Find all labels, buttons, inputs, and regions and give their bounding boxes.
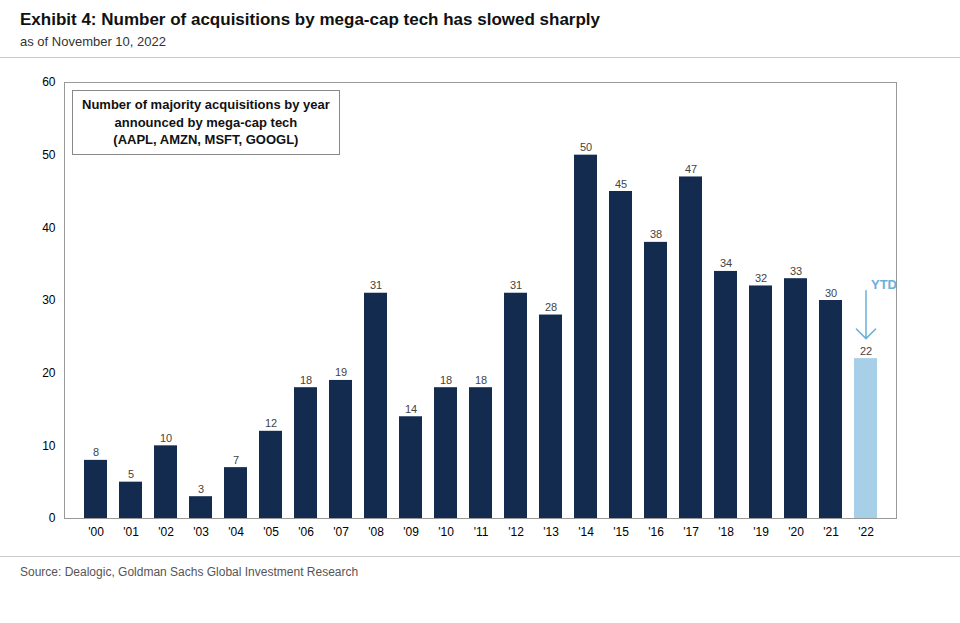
html-text:Exhibit 4: Number of acquisiti: Exhibit 4: Number of acquisitions by meg… xyxy=(20,10,600,29)
svg-text:14: 14 xyxy=(405,403,417,415)
svg-text:31: 31 xyxy=(370,279,382,291)
svg-text:50: 50 xyxy=(42,148,56,162)
svg-text:'17: '17 xyxy=(683,525,699,539)
html-text:Source: Dealogic, Goldman Sach: Source: Dealogic, Goldman Sachs Global I… xyxy=(20,565,359,579)
svg-text:10: 10 xyxy=(160,432,172,444)
svg-text:'09: '09 xyxy=(403,525,419,539)
svg-text:50: 50 xyxy=(580,141,592,153)
svg-text:'05: '05 xyxy=(263,525,279,539)
svg-text:33: 33 xyxy=(790,265,802,277)
svg-text:'13: '13 xyxy=(543,525,559,539)
svg-text:8: 8 xyxy=(93,446,99,458)
svg-text:45: 45 xyxy=(615,178,627,190)
svg-text:18: 18 xyxy=(300,374,312,386)
svg-text:20: 20 xyxy=(42,366,56,380)
svg-text:60: 60 xyxy=(42,75,56,89)
svg-text:34: 34 xyxy=(720,257,732,269)
svg-text:'00: '00 xyxy=(88,525,104,539)
svg-text:31: 31 xyxy=(510,279,522,291)
svg-text:YTD: YTD xyxy=(871,277,897,292)
svg-text:18: 18 xyxy=(475,374,487,386)
svg-text:18: 18 xyxy=(440,374,452,386)
svg-text:'18: '18 xyxy=(718,525,734,539)
svg-text:'04: '04 xyxy=(228,525,244,539)
svg-text:19: 19 xyxy=(335,366,347,378)
html-text:Number of majority acquisition: Number of majority acquisitions by year … xyxy=(82,97,330,148)
svg-text:'01: '01 xyxy=(123,525,139,539)
svg-text:3: 3 xyxy=(198,483,204,495)
svg-text:28: 28 xyxy=(545,301,557,313)
svg-text:40: 40 xyxy=(42,221,56,235)
svg-text:'03: '03 xyxy=(193,525,209,539)
svg-text:'12: '12 xyxy=(508,525,524,539)
svg-text:'10: '10 xyxy=(438,525,454,539)
svg-text:'21: '21 xyxy=(823,525,839,539)
svg-text:'20: '20 xyxy=(788,525,804,539)
svg-text:'06: '06 xyxy=(298,525,314,539)
svg-text:'11: '11 xyxy=(474,525,489,539)
svg-text:'08: '08 xyxy=(368,525,384,539)
svg-text:'15: '15 xyxy=(613,525,629,539)
svg-text:22: 22 xyxy=(860,345,872,357)
svg-text:'07: '07 xyxy=(333,525,349,539)
svg-text:10: 10 xyxy=(42,439,56,453)
svg-text:'22: '22 xyxy=(858,525,874,539)
svg-text:'16: '16 xyxy=(648,525,664,539)
svg-text:'19: '19 xyxy=(753,525,769,539)
svg-text:47: 47 xyxy=(685,163,697,175)
svg-text:5: 5 xyxy=(128,468,134,480)
svg-text:0: 0 xyxy=(49,511,56,525)
svg-text:12: 12 xyxy=(265,417,277,429)
svg-text:32: 32 xyxy=(755,272,767,284)
svg-text:'02: '02 xyxy=(158,525,174,539)
svg-text:38: 38 xyxy=(650,228,662,240)
svg-text:30: 30 xyxy=(42,293,56,307)
svg-text:'14: '14 xyxy=(578,525,594,539)
svg-text:30: 30 xyxy=(825,287,837,299)
svg-text:7: 7 xyxy=(233,454,239,466)
html-text:as of November 10, 2022: as of November 10, 2022 xyxy=(20,34,166,49)
